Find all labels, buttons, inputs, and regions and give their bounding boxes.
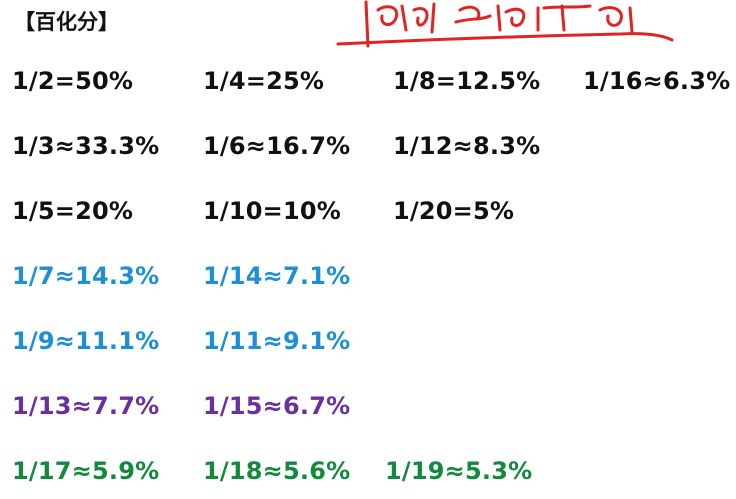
fraction-percent-entry: 1/9≈11.1% [12, 327, 160, 355]
table-row: 1/9≈11.1% 1/11≈9.1% [0, 323, 736, 359]
fraction-percent-entry: 1/5=20% [12, 197, 134, 225]
fraction-percent-entry: 1/10=10% [203, 197, 342, 225]
fraction-percent-entry: 1/16≈6.3% [583, 67, 731, 95]
table-row: 1/13≈7.7% 1/15≈6.7% [0, 388, 736, 424]
table-row: 1/5=20% 1/10=10% 1/20=5% [0, 193, 736, 229]
fraction-percent-entry: 1/3≈33.3% [12, 132, 160, 160]
table-row: 1/7≈14.3% 1/14≈7.1% [0, 258, 736, 294]
fraction-percent-entry: 1/20=5% [393, 197, 515, 225]
fraction-percent-entry: 1/15≈6.7% [203, 392, 351, 420]
fraction-percent-entry: 1/7≈14.3% [12, 262, 160, 290]
fraction-percent-entry: 1/2=50% [12, 67, 134, 95]
table-row: 1/17≈5.9% 1/18≈5.6% 1/19≈5.3% [0, 453, 736, 489]
fraction-percent-entry: 1/4=25% [203, 67, 325, 95]
fraction-percent-entry: 1/13≈7.7% [12, 392, 160, 420]
section-title: 【百化分】 [14, 10, 119, 34]
fraction-percent-entry: 1/6≈16.7% [203, 132, 351, 160]
fraction-percent-entry: 1/18≈5.6% [203, 457, 351, 485]
table-row: 1/2=50% 1/4=25% 1/8=12.5% 1/16≈6.3% [0, 63, 736, 99]
fraction-percent-entry: 1/19≈5.3% [385, 457, 533, 485]
handwritten-note [336, 0, 674, 48]
fraction-percent-entry: 1/14≈7.1% [203, 262, 351, 290]
table-row: 1/3≈33.3% 1/6≈16.7% 1/12≈8.3% [0, 128, 736, 164]
fraction-percent-entry: 1/8=12.5% [393, 67, 541, 95]
fraction-percent-entry: 1/12≈8.3% [393, 132, 541, 160]
fraction-percent-entry: 1/17≈5.9% [12, 457, 160, 485]
fraction-percent-entry: 1/11≈9.1% [203, 327, 351, 355]
